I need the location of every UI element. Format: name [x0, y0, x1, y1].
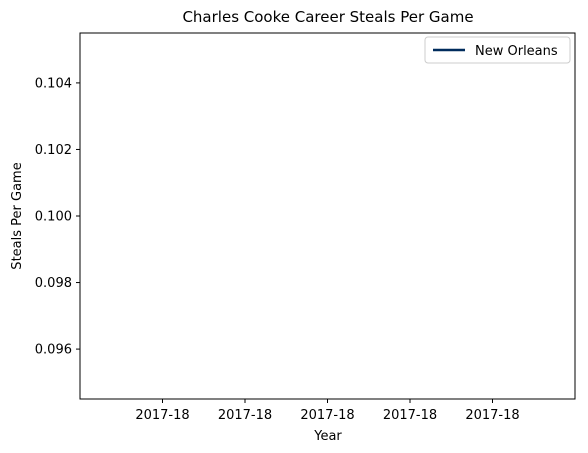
- y-tick-label: 0.096: [35, 343, 72, 358]
- x-tick-label: 2017-18: [218, 408, 272, 423]
- chart-title: Charles Cooke Career Steals Per Game: [182, 8, 473, 26]
- x-tick-label: 2017-18: [465, 408, 519, 423]
- x-tick-label: 2017-18: [300, 408, 354, 423]
- x-axis-ticks: 2017-18 2017-18 2017-18 2017-18 2017-18: [135, 399, 520, 423]
- y-tick-label: 0.098: [35, 276, 72, 291]
- x-tick-label: 2017-18: [383, 408, 437, 423]
- plot-frame: [79, 32, 576, 400]
- plot-area: [79, 32, 576, 400]
- y-axis-ticks: 0.096 0.098 0.100 0.102 0.104: [35, 76, 80, 358]
- y-tick-label: 0.100: [35, 210, 72, 225]
- legend: New Orleans: [424, 36, 571, 64]
- x-tick-label: 2017-18: [135, 408, 189, 423]
- legend-box: [424, 36, 571, 64]
- y-axis-label: Steals Per Game: [10, 162, 25, 269]
- y-tick-label: 0.102: [35, 143, 72, 158]
- y-tick-label: 0.104: [35, 76, 72, 91]
- x-axis-label: Year: [313, 429, 342, 444]
- legend-label-new-orleans: New Orleans: [475, 44, 558, 59]
